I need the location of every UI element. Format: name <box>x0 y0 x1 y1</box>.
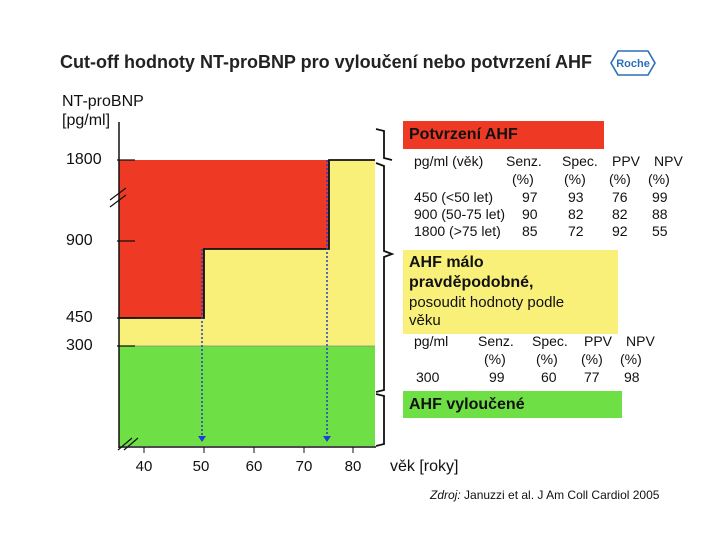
uncertain-label-line3: posoudit hodnoty podle <box>409 294 565 311</box>
slide-title: Cut-off hodnoty NT-proBNP pro vyloučení … <box>60 52 592 72</box>
exclude-zone <box>119 346 375 446</box>
exclude-unit-npv: (%) <box>620 351 642 367</box>
confirm-brace <box>375 128 393 161</box>
confirm-row3-npv: 55 <box>652 223 668 239</box>
exclude-row-spec: 60 <box>541 369 557 385</box>
exclude-header-cutoff: pg/ml <box>414 333 449 349</box>
exclude-stats-table: pg/ml Senz. Spec. PPV NPV (%) (%) (%) (%… <box>414 333 674 387</box>
confirm-row1-cutoff: 450 (<50 let) <box>414 189 493 205</box>
exclude-header-npv: NPV <box>626 333 655 349</box>
confirm-stats-table: pg/ml (věk) Senz. Spec. PPV NPV (%) (%) … <box>414 153 694 243</box>
xtick-70: 70 <box>295 458 313 475</box>
source-prefix: Zdroj: <box>430 488 461 502</box>
age-75-arrow <box>323 436 331 442</box>
exclude-unit-sens: (%) <box>484 351 506 367</box>
confirm-unit-sens: (%) <box>512 171 534 187</box>
exclude-brace <box>375 393 385 447</box>
confirm-unit-ppv: (%) <box>609 171 631 187</box>
y-axis-label: NT-proBNP [pg/ml] <box>62 92 144 130</box>
confirm-header-spec: Spec. <box>562 153 598 169</box>
y-axis-label-line1: NT-proBNP <box>62 93 144 110</box>
uncertain-label-line4: věku <box>409 312 441 329</box>
confirm-row2-ppv: 82 <box>612 206 628 222</box>
confirm-unit-spec: (%) <box>564 171 586 187</box>
exclude-unit-ppv: (%) <box>581 351 603 367</box>
y-axis-label-line2: [pg/ml] <box>62 112 111 129</box>
confirm-row2-npv: 88 <box>652 206 668 222</box>
confirm-header-npv: NPV <box>654 153 683 169</box>
exclude-row-ppv: 77 <box>584 369 600 385</box>
ytick-300: 300 <box>66 337 93 354</box>
confirm-row1-ppv: 76 <box>612 189 628 205</box>
confirm-header-ppv: PPV <box>612 153 641 169</box>
confirm-row3-spec: 72 <box>568 223 584 239</box>
confirm-zone-label: Potvrzení AHF <box>403 121 604 149</box>
ytick-900: 900 <box>66 232 93 249</box>
exclude-zone-label: AHF vyloučené <box>403 391 622 418</box>
exclude-unit-spec: (%) <box>536 351 558 367</box>
ytick-450: 450 <box>66 309 93 326</box>
confirm-row1-spec: 93 <box>568 189 584 205</box>
confirm-header-cutoff: pg/ml (věk) <box>414 153 484 169</box>
exclude-header-ppv: PPV <box>584 333 613 349</box>
confirm-row3-ppv: 92 <box>612 223 628 239</box>
confirm-row1-npv: 99 <box>652 189 668 205</box>
exclude-row-sens: 99 <box>489 369 505 385</box>
roche-logo: Roche <box>610 50 656 76</box>
source-citation: Zdroj: Januzzi et al. J Am Coll Cardiol … <box>430 488 659 502</box>
confirm-row2-cutoff: 900 (50-75 let) <box>414 206 506 222</box>
exclude-header-spec: Spec. <box>532 333 568 349</box>
x-axis-label: věk [roky] <box>390 458 459 475</box>
uncertain-zone-box: AHF málo pravděpodobné, posoudit hodnoty… <box>403 250 618 334</box>
xtick-60: 60 <box>245 458 263 475</box>
x-axis-break-mark <box>117 437 139 451</box>
exclude-row-cutoff: 300 <box>416 369 440 385</box>
logo-text: Roche <box>616 58 650 70</box>
confirm-unit-npv: (%) <box>648 171 670 187</box>
xtick-80: 80 <box>344 458 362 475</box>
xtick-50: 50 <box>192 458 210 475</box>
uncertain-label-line2: pravděpodobné, <box>409 274 534 291</box>
confirm-row2-sens: 90 <box>522 206 538 222</box>
exclude-header-sens: Senz. <box>478 333 514 349</box>
xtick-40: 40 <box>135 458 153 475</box>
source-text: Januzzi et al. J Am Coll Cardiol 2005 <box>460 488 660 502</box>
age-50-arrow <box>198 436 206 442</box>
ytick-1800: 1800 <box>66 151 102 168</box>
y-axis-break-mark <box>109 187 127 208</box>
confirm-row1-sens: 97 <box>522 189 538 205</box>
uncertain-label-line1: AHF málo <box>409 254 484 271</box>
confirm-zone <box>119 160 329 318</box>
confirm-row2-spec: 82 <box>568 206 584 222</box>
confirm-row3-sens: 85 <box>522 223 538 239</box>
uncertain-brace <box>375 162 395 393</box>
exclude-row-npv: 98 <box>624 369 640 385</box>
cutoff-step-line <box>119 159 375 319</box>
confirm-row3-cutoff: 1800 (>75 let) <box>414 223 501 239</box>
confirm-header-sens: Senz. <box>506 153 542 169</box>
